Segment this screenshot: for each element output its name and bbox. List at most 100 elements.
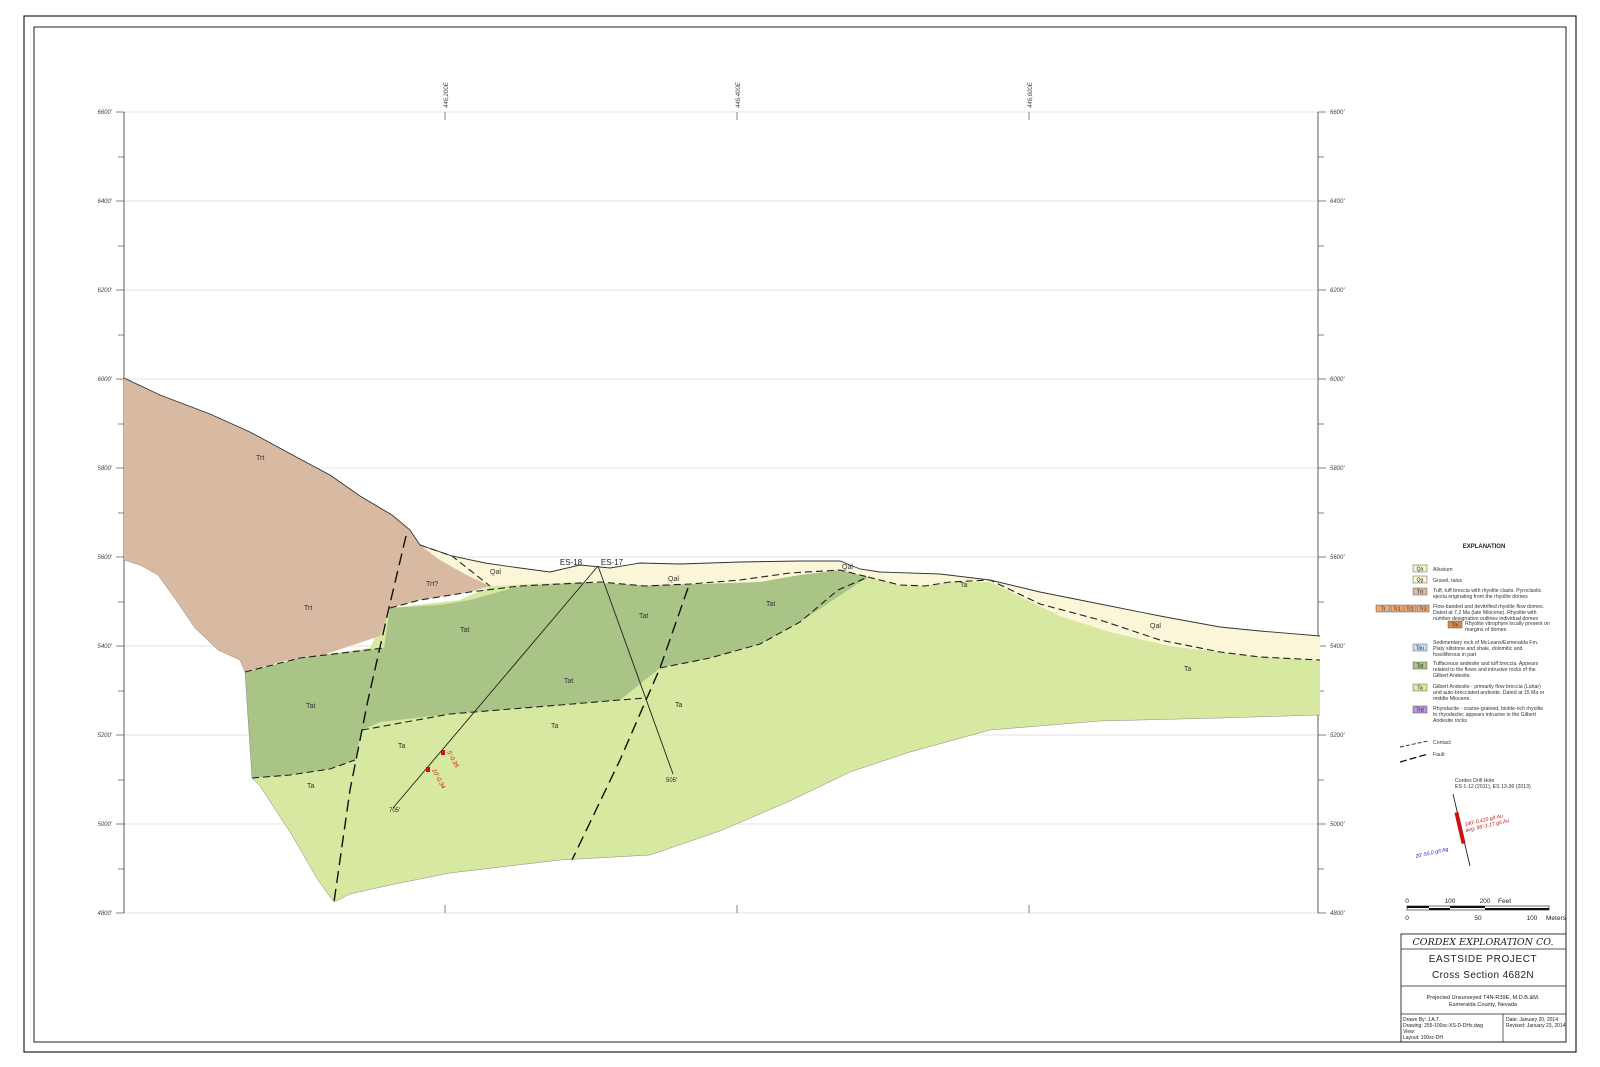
legend-contact-label: Contact [1433, 740, 1451, 746]
legend-swatch-tat [1412, 661, 1428, 670]
legend-text: Rhyolite vitrophyre locally present on [1465, 621, 1550, 627]
legend-text: margins of domes [1465, 627, 1507, 633]
elev-label: 5400' [1330, 644, 1345, 650]
legend-text: Tuff, tuff breccia with rhyolite clasts.… [1433, 588, 1542, 594]
title-block: CORDEX EXPLORATION CO. EASTSIDE PROJECT … [1400, 933, 1567, 1043]
easting-label: 446,400E [736, 81, 742, 108]
scale-feet-tick: 0 [1405, 898, 1409, 905]
legend-text: related to the flows and intrusive rocks… [1433, 667, 1536, 673]
legend-assay-bar [1454, 811, 1466, 845]
legend-text: Andesite rocks [1433, 718, 1467, 724]
legend-drill-hole-title: Cordex Drill Hole [1455, 778, 1494, 784]
scale-bar-seg [1429, 908, 1450, 910]
unit-label: Ta [960, 582, 968, 589]
legend-text: Platy siltstone and shale, dolomitic and [1433, 646, 1523, 652]
scale-meter-tick: 100 [1527, 915, 1538, 922]
title-location-1: Projected Unsurveyed T4N-R39E, M.D.B.&M. [1426, 995, 1540, 1001]
legend-swatch-tr2 [1403, 604, 1417, 613]
legend-code: Qg [1417, 578, 1424, 584]
drill-hole-es17-depth: 505' [666, 778, 677, 784]
geologic-units [124, 378, 1320, 902]
elevation-labels-left: 6600' 6400' 6200' 6000' 5800' 5600' 5400… [98, 110, 113, 917]
inner-border [33, 26, 1567, 1043]
unit-label: Trt? [426, 581, 438, 588]
unit-label: Ta [307, 783, 315, 790]
sample-interval-1 [441, 750, 445, 755]
unit-label: Qal [668, 576, 679, 583]
elev-label: 5000' [98, 822, 113, 828]
legend-text: Sedimentary rock of McLeans/Esmeralda Fm… [1433, 640, 1538, 646]
legend-code: Tr [1381, 607, 1386, 613]
legend-code: Trv [1451, 623, 1459, 629]
legend-swatch-trt [1412, 587, 1428, 596]
unit-label: Trt [304, 605, 312, 612]
legend-code: Tau [1416, 646, 1424, 652]
unit-qal-polygon [420, 545, 1320, 660]
outer-border [23, 15, 1577, 1053]
legend-text: fossiliferous in part [1433, 652, 1477, 658]
elev-label: 5200' [1330, 733, 1345, 739]
legend-text: Gravel, talus [1433, 578, 1463, 584]
legend-text: to rhyodacite; appears intrusive in the … [1433, 712, 1536, 718]
elev-label: 5000' [1330, 822, 1345, 828]
legend-code: Trd [1416, 708, 1424, 714]
legend-code: Qa [1417, 567, 1424, 573]
legend-sample-blue: 20'-55.0 g/t Ag [1414, 847, 1449, 861]
unit-label: Tat [460, 627, 469, 634]
unit-label: Ta [675, 702, 683, 709]
legend-swatch-tr3 [1416, 604, 1430, 613]
drill-hole-es17-trace [597, 565, 674, 775]
title-drawn-by: Drawn By: J.A.T. [1403, 1017, 1440, 1023]
legend-text: and auto-brecciated andesite. Dated at 1… [1433, 690, 1545, 696]
title-project: EASTSIDE PROJECT [1429, 954, 1538, 965]
legend-text: Alluvium [1433, 567, 1453, 573]
title-view: View: [1403, 1029, 1415, 1035]
legend-text: middle Miocene. [1433, 696, 1471, 702]
sample-interval-2 [426, 767, 430, 772]
elev-label: 6400' [98, 199, 113, 205]
easting-label: 446,600E [1028, 81, 1034, 108]
elev-label: 6200' [98, 288, 113, 294]
legend-text: Tuffaceous andesite and tuff breccia. Ap… [1433, 661, 1539, 667]
scale-bar-seg [1450, 906, 1485, 908]
fault-lines [333, 535, 689, 903]
elev-label: 5200' [98, 733, 113, 739]
unit-label: Trt [256, 455, 264, 462]
elev-label: 4800' [98, 911, 113, 917]
drill-hole-es17-label: ES-17 [601, 558, 624, 567]
legend-swatch-qa [1412, 564, 1428, 573]
unit-label: Tat [306, 703, 315, 710]
elev-label: 4800' [1330, 911, 1345, 917]
unit-label: Tat [766, 601, 775, 608]
elev-label: 5400' [98, 644, 113, 650]
section-outline [123, 559, 1321, 903]
scale-feet-tick: 200 [1480, 898, 1491, 905]
unit-label: Ta [1184, 666, 1192, 673]
easting-label: 446,200E [444, 81, 450, 108]
scale-feet-tick: 100 [1445, 898, 1456, 905]
elev-label: 6600' [1330, 110, 1345, 116]
drill-hole-es18-label: ES-18 [560, 558, 583, 567]
legend-title: EXPLANATION [1463, 544, 1506, 550]
legend-code: Tr1 [1393, 607, 1401, 613]
legend-code: Ta [1417, 686, 1423, 692]
legend-fault-symbol [1399, 753, 1429, 763]
title-date: Date: January 20, 2014 [1506, 1017, 1558, 1023]
unit-label: Tat [639, 613, 648, 620]
unit-labels: Trt Trt Trt? Tat Tat Tat Tat Tat Ta Ta T… [256, 455, 1192, 790]
elev-label: 6600' [98, 110, 113, 116]
legend-text: number designation outlines individual d… [1433, 616, 1538, 622]
legend-code: Tat [1417, 664, 1424, 670]
legend: EXPLANATION Qa Alluvium Qg Gravel, talus… [1375, 544, 1550, 867]
legend-drill-hole-sub: ES 1-12 (2011), ES 13-36 (2013) [1455, 784, 1531, 790]
title-section: Cross Section 4682N [1432, 970, 1534, 981]
legend-code: Tr2 [1406, 607, 1414, 613]
topo-surface [123, 377, 1321, 637]
legend-code: Tr3 [1419, 607, 1427, 613]
drill-hole-es18-depth: 705' [389, 808, 400, 814]
elev-label: 6200' [1330, 288, 1345, 294]
legend-swatch-ta [1412, 683, 1428, 692]
legend-text: Gilbert Andesite - primarily flow brecci… [1433, 684, 1541, 690]
unit-label: Ta [398, 743, 406, 750]
